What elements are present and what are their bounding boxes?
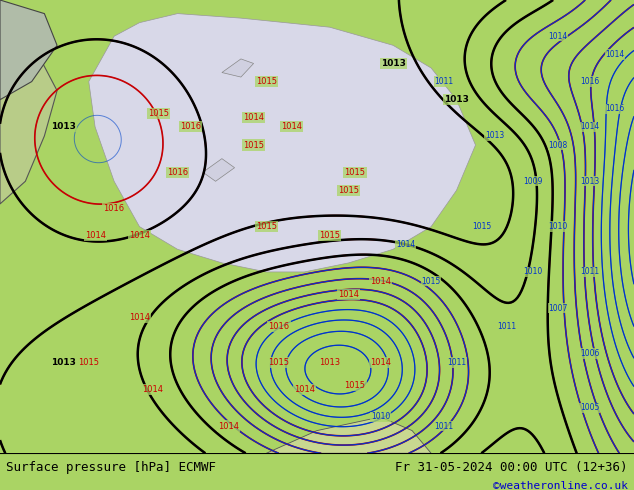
Text: 1013: 1013 <box>444 95 469 104</box>
Text: 1014: 1014 <box>338 290 359 299</box>
Polygon shape <box>266 417 431 453</box>
Text: 1015: 1015 <box>256 222 277 231</box>
Polygon shape <box>203 159 235 181</box>
Text: 1014: 1014 <box>548 32 567 41</box>
Text: Surface pressure [hPa] ECMWF: Surface pressure [hPa] ECMWF <box>6 461 216 474</box>
Text: 1016: 1016 <box>103 204 125 213</box>
Polygon shape <box>222 59 254 77</box>
Text: 1014: 1014 <box>294 385 315 394</box>
Text: ©weatheronline.co.uk: ©weatheronline.co.uk <box>493 481 628 490</box>
Text: 1015: 1015 <box>344 168 366 177</box>
Text: 1015: 1015 <box>78 358 100 367</box>
Text: 1014: 1014 <box>141 385 163 394</box>
Text: 1015: 1015 <box>268 358 290 367</box>
Text: 1008: 1008 <box>548 141 567 149</box>
Text: 1014: 1014 <box>580 122 599 131</box>
Text: 1011: 1011 <box>498 322 517 331</box>
Text: 1013: 1013 <box>319 358 340 367</box>
Text: 1011: 1011 <box>447 358 466 367</box>
Text: 1015: 1015 <box>338 186 359 195</box>
Text: 1011: 1011 <box>580 268 599 276</box>
Text: 1014: 1014 <box>129 313 150 322</box>
Text: 1014: 1014 <box>370 276 391 286</box>
Text: 1014: 1014 <box>605 50 624 59</box>
Text: 1013: 1013 <box>51 358 76 367</box>
Text: 1015: 1015 <box>256 77 277 86</box>
Text: 1014: 1014 <box>129 231 150 240</box>
Text: 1005: 1005 <box>580 403 599 413</box>
Text: 1014: 1014 <box>84 231 106 240</box>
Text: 1013: 1013 <box>485 131 504 141</box>
Text: Fr 31-05-2024 00:00 UTC (12+36): Fr 31-05-2024 00:00 UTC (12+36) <box>395 461 628 474</box>
Text: 1015: 1015 <box>243 141 264 149</box>
Text: 1015: 1015 <box>422 276 441 286</box>
Text: 1006: 1006 <box>580 349 599 358</box>
Polygon shape <box>0 14 57 204</box>
Text: 1016: 1016 <box>179 122 201 131</box>
Text: 1014: 1014 <box>396 240 415 249</box>
Text: 1016: 1016 <box>580 77 599 86</box>
Text: 1014: 1014 <box>370 358 391 367</box>
Polygon shape <box>89 14 476 272</box>
Text: 1016: 1016 <box>268 322 290 331</box>
Text: 1011: 1011 <box>434 77 453 86</box>
Text: 1014: 1014 <box>217 421 239 431</box>
Text: 1007: 1007 <box>548 304 567 313</box>
Polygon shape <box>0 0 57 99</box>
Text: 1010: 1010 <box>371 413 390 421</box>
Text: 1015: 1015 <box>148 109 169 118</box>
Text: 1013: 1013 <box>51 122 76 131</box>
Text: 1014: 1014 <box>281 122 302 131</box>
Text: 1009: 1009 <box>523 177 542 186</box>
Text: 1013: 1013 <box>580 177 599 186</box>
Text: 1015: 1015 <box>344 381 366 390</box>
Text: 1016: 1016 <box>167 168 188 177</box>
Text: 1015: 1015 <box>472 222 491 231</box>
Text: 1010: 1010 <box>523 268 542 276</box>
Text: 1011: 1011 <box>434 421 453 431</box>
Text: 1013: 1013 <box>380 59 406 68</box>
Text: 1010: 1010 <box>548 222 567 231</box>
Text: 1016: 1016 <box>605 104 624 113</box>
Text: 1015: 1015 <box>319 231 340 240</box>
Text: 1014: 1014 <box>243 113 264 122</box>
